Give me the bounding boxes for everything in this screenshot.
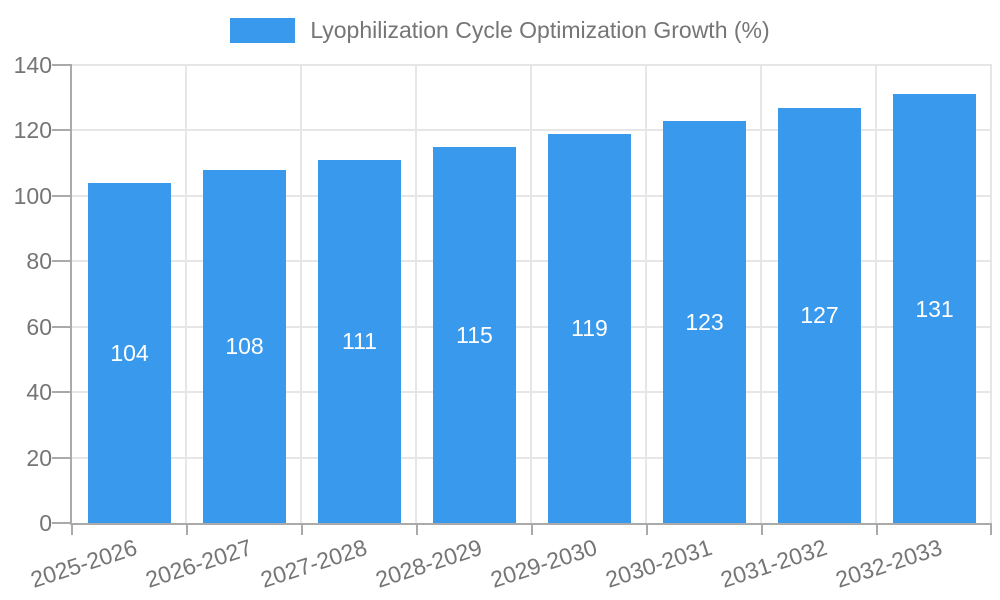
bar[interactable] <box>433 146 516 523</box>
gridline-vertical <box>415 65 417 523</box>
bar[interactable] <box>203 169 286 523</box>
chart-legend[interactable]: Lyophilization Cycle Optimization Growth… <box>0 17 1000 44</box>
bar-value-label: 123 <box>685 308 724 335</box>
gridline-horizontal <box>72 194 992 197</box>
x-axis-label: 2032-2033 <box>831 534 945 593</box>
legend-swatch <box>230 18 296 43</box>
y-axis-tick <box>52 522 72 524</box>
x-axis-tick <box>186 523 188 535</box>
x-axis-tick <box>990 523 992 535</box>
x-axis-tick <box>876 523 878 535</box>
x-axis-tick <box>646 523 648 535</box>
y-axis-tick <box>52 194 72 197</box>
x-axis-label: 2030-2031 <box>601 534 715 593</box>
gridline-vertical <box>990 65 992 523</box>
x-axis-label: 2026-2027 <box>141 534 255 593</box>
gridline-vertical <box>530 65 532 523</box>
bar[interactable] <box>893 94 976 523</box>
y-axis-tick <box>52 129 72 132</box>
y-axis-tick <box>52 456 72 459</box>
y-axis-label: 60 <box>26 313 52 340</box>
gridline-horizontal <box>72 129 992 132</box>
bar[interactable] <box>778 107 861 523</box>
gridline-horizontal <box>72 260 992 263</box>
gridline-horizontal <box>72 325 992 328</box>
bar[interactable] <box>663 120 746 523</box>
y-axis-label: 20 <box>26 444 52 471</box>
y-axis-label: 100 <box>13 182 52 209</box>
y-axis-label: 120 <box>13 117 52 144</box>
x-axis-tick <box>71 523 73 535</box>
bar-value-label: 104 <box>110 339 149 366</box>
y-axis-label: 0 <box>39 510 52 536</box>
x-axis-label: 2025-2026 <box>26 534 140 593</box>
gridline-vertical <box>875 65 877 523</box>
gridline-horizontal <box>72 456 992 459</box>
y-axis-label: 80 <box>26 248 52 275</box>
plot-top-border <box>72 64 992 66</box>
y-axis-tick <box>52 260 72 263</box>
bar-value-label: 111 <box>342 328 377 355</box>
bar[interactable] <box>88 182 171 523</box>
x-axis-label: 2027-2028 <box>256 534 370 593</box>
y-axis-tick <box>52 391 72 394</box>
y-axis-line <box>70 65 72 523</box>
legend-label: Lyophilization Cycle Optimization Growth… <box>310 17 770 43</box>
gridline-horizontal <box>72 391 992 394</box>
gridline-vertical <box>645 65 647 523</box>
x-axis-line <box>70 523 992 525</box>
bar-value-label: 108 <box>225 333 264 360</box>
y-axis-tick <box>52 325 72 328</box>
x-axis-label: 2031-2032 <box>716 534 830 593</box>
bar-value-label: 127 <box>800 302 839 329</box>
y-axis-tick <box>52 64 72 66</box>
bar[interactable] <box>318 159 401 523</box>
x-axis-tick <box>761 523 763 535</box>
x-axis-label: 2029-2030 <box>486 534 600 593</box>
gridline-vertical <box>300 65 302 523</box>
bar-value-label: 119 <box>571 315 608 342</box>
bar[interactable] <box>548 133 631 523</box>
x-axis-tick <box>416 523 418 535</box>
bar-value-label: 131 <box>915 295 954 322</box>
y-axis-label: 140 <box>13 52 52 78</box>
x-axis-tick <box>301 523 303 535</box>
x-axis-tick <box>531 523 533 535</box>
gridline-vertical <box>185 65 187 523</box>
y-axis-label: 40 <box>26 379 52 406</box>
x-axis-label: 2028-2029 <box>371 534 485 593</box>
gridline-vertical <box>760 65 762 523</box>
bar-value-label: 115 <box>456 321 493 348</box>
